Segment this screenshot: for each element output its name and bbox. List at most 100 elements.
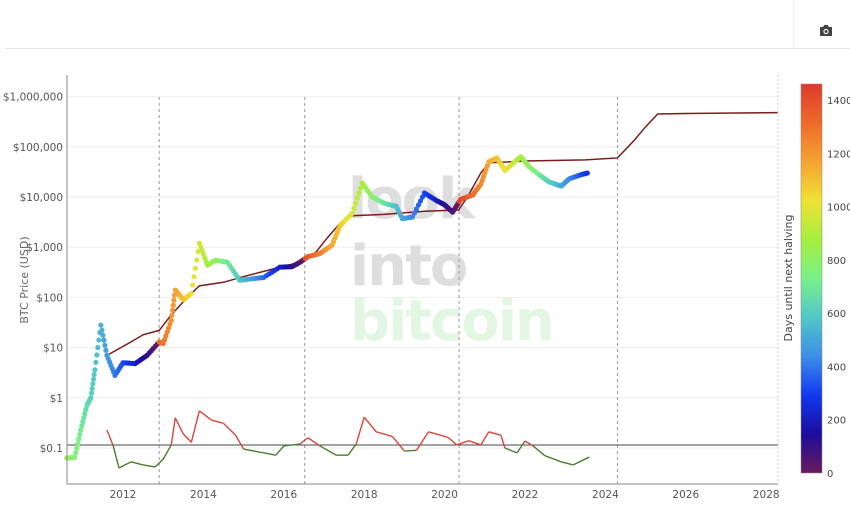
- oscillator-segment: [355, 417, 365, 445]
- colorbar-tick-label: 1200: [827, 149, 850, 160]
- price-point: [415, 202, 422, 208]
- x-tick-label: 2020: [431, 489, 458, 501]
- price-point: [100, 332, 106, 338]
- colorbar-tick-label: 800: [827, 256, 846, 267]
- oscillator-segment: [480, 431, 490, 446]
- watermark-line3: bitcoin: [350, 289, 553, 354]
- oscillator-segment: [198, 410, 212, 421]
- colorbar-tick-label: 400: [827, 362, 846, 373]
- y-axis-label: BTC Price (USD): [18, 236, 31, 323]
- oscillator-segment: [468, 440, 482, 446]
- oscillator-segment: [347, 443, 357, 456]
- oscillator-segment: [544, 455, 562, 463]
- oscillator-segment: [404, 449, 417, 452]
- oscillator-segment: [162, 444, 172, 460]
- oscillator-segment: [263, 452, 276, 456]
- oscillator-segment: [234, 434, 245, 450]
- oscillator-segment: [448, 437, 458, 446]
- oscillator-segment: [142, 464, 156, 468]
- price-point: [413, 206, 420, 212]
- price-point: [76, 436, 82, 442]
- price-point: [90, 381, 96, 387]
- oscillator-segment: [182, 433, 192, 443]
- price-point: [93, 359, 99, 366]
- oscillator-segment: [154, 458, 164, 468]
- oscillator-segment: [106, 429, 114, 446]
- price-point: [91, 371, 97, 378]
- price-point: [77, 431, 83, 438]
- price-point: [75, 441, 81, 447]
- y-tick-label: $1,000,000: [3, 92, 63, 104]
- oscillator-segment: [440, 434, 449, 439]
- y-tick-label: $10: [43, 343, 63, 355]
- price-point: [417, 198, 424, 204]
- price-point: [349, 210, 355, 217]
- price-point: [81, 415, 87, 421]
- oscillator-segment: [170, 417, 176, 446]
- oscillator-segment: [307, 437, 321, 447]
- watermark-line2: into: [350, 234, 467, 299]
- oscillator-segment: [500, 434, 506, 449]
- camera-icon[interactable]: [818, 23, 834, 39]
- axes: $0.1 $1 $10 $100 $1,000 $10,000 $100,000 $1,000…: [3, 75, 780, 501]
- price-point: [351, 205, 357, 211]
- price-point: [169, 307, 176, 313]
- price-point: [80, 419, 86, 425]
- chart-toolbar: [5, 0, 850, 49]
- price-point: [190, 282, 196, 288]
- oscillator-segment: [516, 440, 526, 454]
- oscillator-segment: [488, 431, 502, 436]
- x-tick-label: 2026: [672, 489, 699, 501]
- oscillator-segment: [174, 417, 184, 435]
- price-point: [79, 423, 85, 429]
- price-point: [73, 450, 79, 456]
- price-series: [64, 154, 590, 461]
- price-point: [411, 210, 418, 216]
- price-point: [195, 248, 201, 255]
- price-point: [354, 195, 360, 201]
- oscillator-segment: [456, 440, 469, 446]
- oscillator-segment: [130, 461, 144, 466]
- oscillator-segment: [376, 431, 393, 438]
- oscillator-segment: [243, 448, 264, 454]
- x-tick-label: 2018: [351, 489, 378, 501]
- oscillator-segment: [118, 461, 132, 469]
- colorbar: [800, 83, 823, 474]
- price-point: [90, 376, 97, 382]
- oscillator-segment: [299, 437, 309, 445]
- oscillator-segment: [275, 445, 285, 456]
- oscillator-segment: [504, 447, 518, 454]
- oscillator-segment: [524, 440, 534, 447]
- y-tick-label: $10,000: [20, 192, 63, 204]
- price-point: [169, 312, 175, 318]
- oscillator-segment: [415, 431, 430, 451]
- price-point: [94, 352, 100, 358]
- price-point: [356, 190, 362, 196]
- y-tick-label: $1: [50, 393, 63, 405]
- price-point: [95, 344, 101, 351]
- price-point: [584, 170, 590, 176]
- price-point: [96, 337, 102, 343]
- colorbar-tick-label: 200: [827, 416, 846, 427]
- price-point: [102, 342, 108, 348]
- price-point: [89, 385, 95, 392]
- x-tick-label: 2016: [270, 489, 297, 501]
- oscillator-segment: [319, 445, 337, 456]
- oscillator-segment: [190, 410, 201, 443]
- x-tick-label: 2022: [512, 489, 539, 501]
- oscillator-segment: [223, 422, 237, 436]
- price-point: [78, 427, 84, 433]
- colorbar-tick-label: 1400: [827, 96, 850, 107]
- price-point: [170, 302, 176, 308]
- price-point: [88, 390, 95, 396]
- x-tick-label: 2028: [753, 489, 780, 501]
- price-point: [103, 347, 109, 353]
- oscillator-segment: [572, 456, 590, 466]
- price-point: [101, 337, 107, 343]
- y-tick-label: $0.1: [40, 443, 63, 455]
- price-point: [83, 407, 89, 413]
- price-point: [192, 265, 198, 271]
- watermark: look into bitcoin: [348, 167, 555, 354]
- oscillator-series: [67, 410, 778, 469]
